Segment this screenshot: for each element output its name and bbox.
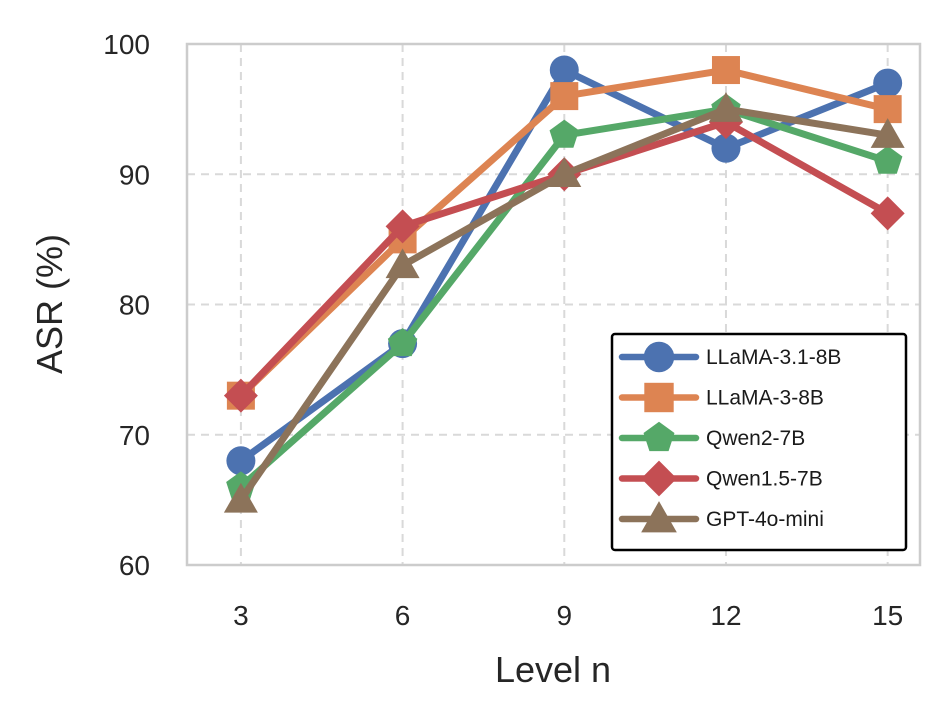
legend: LLaMA-3.1-8B LLaMA-3-8B Qwen2-7B Qwen1.5-7B… xyxy=(610,332,908,552)
data-point-qwen2-7b xyxy=(549,119,580,148)
legend-marker-qwen1-5-7b xyxy=(641,460,677,497)
tick-labels: 3 6 9 12 15 60 70 80 90 100 xyxy=(103,29,903,631)
legend-label-llama-3-1-8b: LLaMA-3.1-8B xyxy=(706,346,841,369)
legend-marker-llama-3-8b xyxy=(644,382,674,413)
y-axis-label: ASR (%) xyxy=(29,234,70,374)
legend-marker-gpt-4o-mini xyxy=(641,501,677,533)
legend-entry-qwen2-7b: Qwen2-7B xyxy=(618,421,805,452)
data-point-llama-3-8b xyxy=(550,82,579,111)
data-point-llama-3-1-8b xyxy=(549,55,579,85)
data-point-llama-3-1-8b xyxy=(711,133,741,163)
x-tick-label: 3 xyxy=(233,600,249,631)
x-tick-label: 6 xyxy=(395,600,411,631)
legend-label-qwen2-7b: Qwen2-7B xyxy=(706,427,805,450)
data-point-gpt-4o-mini xyxy=(870,118,905,148)
x-tick-label: 12 xyxy=(710,600,741,631)
x-tick-label: 15 xyxy=(872,600,903,631)
data-point-llama-3-1-8b xyxy=(226,446,256,476)
y-tick-label: 70 xyxy=(119,420,150,451)
data-point-qwen1-5-7b xyxy=(223,378,258,413)
legend-box xyxy=(610,332,908,552)
legend-entry-qwen1-5-7b: Qwen1.5-7B xyxy=(618,460,823,497)
legend-label-gpt-4o-mini: GPT-4o-mini xyxy=(706,508,824,531)
y-tick-label: 100 xyxy=(103,29,150,60)
series-layer xyxy=(223,55,905,513)
legend-label-llama-3-8b: LLaMA-3-8B xyxy=(706,387,824,410)
data-point-gpt-4o-mini xyxy=(223,482,258,513)
series-gpt-4o-mini xyxy=(223,92,905,513)
y-tick-label: 60 xyxy=(119,550,150,581)
data-point-qwen1-5-7b xyxy=(870,196,905,231)
legend-marker-llama-3-1-8b xyxy=(643,341,675,373)
data-point-llama-3-8b xyxy=(711,56,740,85)
legend-entry-gpt-4o-mini: GPT-4o-mini xyxy=(618,501,824,533)
data-point-gpt-4o-mini xyxy=(385,248,420,279)
y-tick-label: 80 xyxy=(119,290,150,321)
data-point-qwen2-7b xyxy=(387,328,418,357)
legend-entry-llama-3-8b: LLaMA-3-8B xyxy=(618,382,824,413)
plot-frame xyxy=(185,42,922,567)
data-point-gpt-4o-mini xyxy=(708,92,743,122)
data-point-qwen1-5-7b xyxy=(385,209,420,244)
legend-entry-llama-3-1-8b: LLaMA-3.1-8B xyxy=(618,341,841,373)
y-tick-label: 90 xyxy=(119,159,150,190)
x-axis-label: Level n xyxy=(495,649,611,690)
legend-marker-qwen2-7b xyxy=(643,421,675,452)
data-point-qwen2-7b xyxy=(872,145,903,174)
data-point-llama-3-1-8b xyxy=(873,68,903,98)
data-point-gpt-4o-mini xyxy=(547,157,582,187)
x-tick-label: 9 xyxy=(556,600,572,631)
legend-label-qwen1-5-7b: Qwen1.5-7B xyxy=(706,468,823,491)
